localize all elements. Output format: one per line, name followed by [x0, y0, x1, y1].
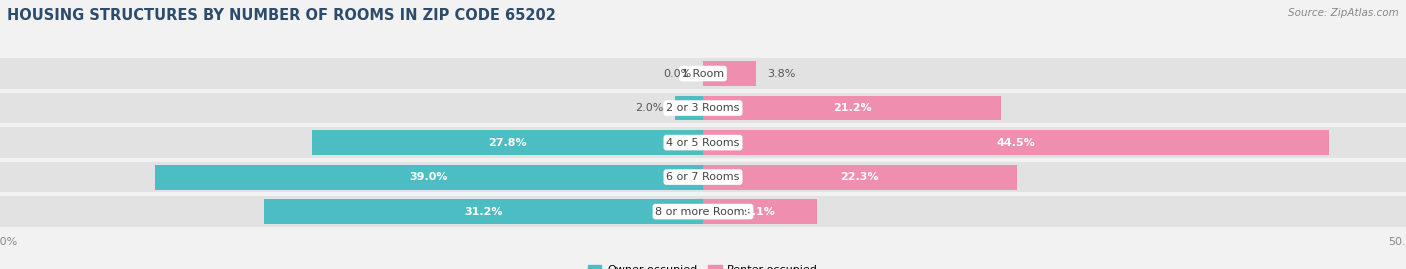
Text: 3.8%: 3.8% — [768, 69, 796, 79]
Bar — [703, 96, 1001, 121]
Text: 8.1%: 8.1% — [745, 207, 775, 217]
Text: 39.0%: 39.0% — [409, 172, 449, 182]
Text: 4 or 5 Rooms: 4 or 5 Rooms — [666, 137, 740, 148]
Text: 22.3%: 22.3% — [841, 172, 879, 182]
Bar — [0, 162, 1406, 192]
Bar — [703, 165, 1017, 189]
Text: 8 or more Rooms: 8 or more Rooms — [655, 207, 751, 217]
Text: 44.5%: 44.5% — [997, 137, 1035, 148]
Text: 2.0%: 2.0% — [636, 103, 664, 113]
Bar — [703, 130, 1329, 155]
Text: 1 Room: 1 Room — [682, 69, 724, 79]
Text: 2 or 3 Rooms: 2 or 3 Rooms — [666, 103, 740, 113]
Text: HOUSING STRUCTURES BY NUMBER OF ROOMS IN ZIP CODE 65202: HOUSING STRUCTURES BY NUMBER OF ROOMS IN… — [7, 8, 555, 23]
Text: 27.8%: 27.8% — [488, 137, 527, 148]
Bar — [675, 96, 703, 121]
Bar — [312, 130, 703, 155]
Bar — [703, 61, 756, 86]
Bar — [703, 199, 817, 224]
Text: Source: ZipAtlas.com: Source: ZipAtlas.com — [1288, 8, 1399, 18]
Text: 0.0%: 0.0% — [664, 69, 692, 79]
Bar — [0, 93, 1406, 123]
Text: 31.2%: 31.2% — [464, 207, 503, 217]
Bar — [0, 58, 1406, 89]
Bar — [155, 165, 703, 189]
Text: 6 or 7 Rooms: 6 or 7 Rooms — [666, 172, 740, 182]
Bar — [264, 199, 703, 224]
Legend: Owner-occupied, Renter-occupied: Owner-occupied, Renter-occupied — [583, 260, 823, 269]
Bar — [0, 196, 1406, 227]
Bar — [0, 128, 1406, 158]
Text: 21.2%: 21.2% — [832, 103, 872, 113]
